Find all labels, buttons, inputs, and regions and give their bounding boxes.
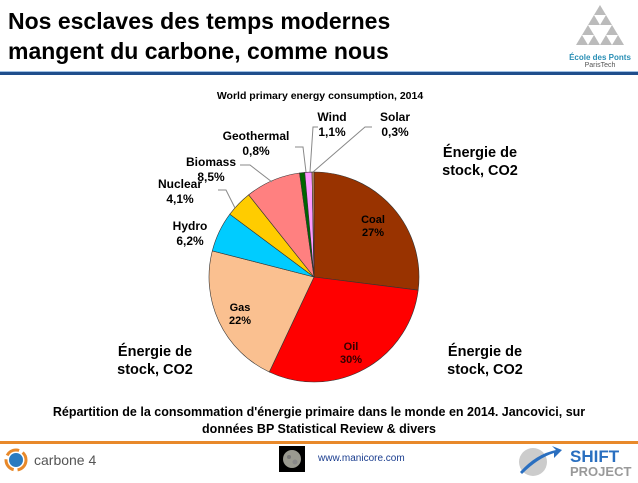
label-hydro: Hydro 6,2% <box>172 219 208 248</box>
globe-icon <box>4 448 28 472</box>
stock-label-coal: Énergie de stock, CO2 <box>442 145 518 179</box>
moon-image <box>279 446 305 472</box>
divider-top-light <box>0 71 638 72</box>
leader-geothermal <box>295 146 307 173</box>
ecole-sub: ParisTech <box>584 62 616 69</box>
label-gas: Gas 22% <box>228 302 252 327</box>
caption: Répartition de la consommation d'énergie… <box>0 404 638 438</box>
pie-slice-coal <box>313 171 420 291</box>
label-nuclear: Nuclear 4,1% <box>157 177 203 206</box>
slide-title: Nos esclaves des temps modernes mangent … <box>8 6 528 66</box>
stock-label-gas: Énergie de stock, CO2 <box>117 344 193 378</box>
title-line-1: Nos esclaves des temps modernes <box>8 8 391 34</box>
carbone4-logo: carbone 4 <box>4 448 96 472</box>
shift-project-logo: SHIFT PROJECT <box>516 444 636 483</box>
svg-text:SHIFT: SHIFT <box>570 447 620 466</box>
carbone4-text: carbone 4 <box>34 452 97 468</box>
ecole-des-ponts-logo: École des Ponts ParisTech <box>566 4 634 69</box>
label-oil: Oil 30% <box>339 341 363 366</box>
svg-text:PROJECT: PROJECT <box>570 464 631 478</box>
title-line-2: mangent du carbone, comme nous <box>8 38 389 64</box>
caption-line-1: Répartition de la consommation d'énergie… <box>52 405 586 419</box>
chart-title: World primary energy consumption, 2014 <box>216 90 424 102</box>
stock-label-oil: Énergie de stock, CO2 <box>447 344 523 378</box>
sierpinski-triangle-icon <box>576 5 624 45</box>
shift-project-icon: SHIFT PROJECT <box>519 446 631 479</box>
pie-slice-oil <box>268 276 419 383</box>
leader-wind <box>309 126 318 173</box>
label-solar: Solar 0,3% <box>379 110 410 139</box>
divider-bottom <box>0 441 638 444</box>
ecole-name: École des Ponts <box>569 53 631 62</box>
leader-nuclear <box>218 189 236 209</box>
label-geothermal: Geothermal 0,8% <box>222 129 290 158</box>
divider-top <box>0 72 638 75</box>
label-wind: Wind 1,1% <box>317 110 347 139</box>
leader-biomass <box>240 164 273 183</box>
caption-line-2: données BP Statistical Review & divers <box>202 422 436 436</box>
pie-slice-gas <box>208 250 315 373</box>
leader-solar <box>312 126 372 173</box>
label-coal: Coal 27% <box>361 214 385 239</box>
label-biomass: Biomass 8,5% <box>185 155 237 184</box>
website-link[interactable]: www.manicore.com <box>318 453 405 464</box>
